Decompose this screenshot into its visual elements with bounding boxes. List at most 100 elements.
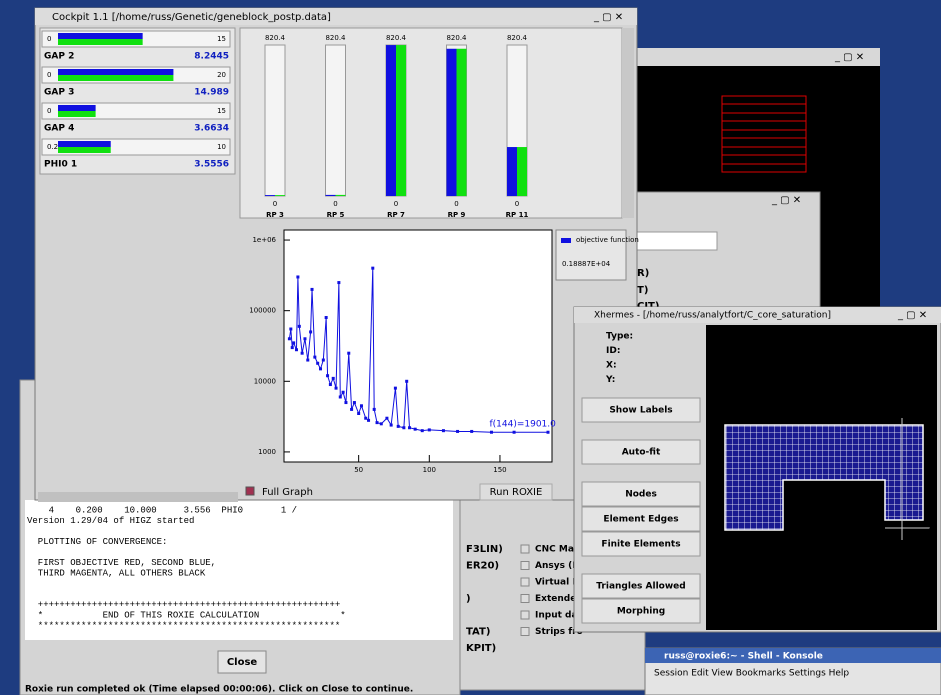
point <box>490 431 493 434</box>
bar-label: RP 7 <box>387 211 405 219</box>
button-label[interactable]: Close <box>227 657 258 668</box>
point <box>428 428 431 431</box>
bar-blue <box>326 195 336 196</box>
point <box>350 408 353 411</box>
page: {"cockpit":{"title":"Cockpit 1.1 [/home/… <box>0 0 941 695</box>
checkbox[interactable] <box>521 611 529 619</box>
log-line: PLOTTING OF CONVERGENCE: <box>27 537 167 547</box>
point <box>295 348 298 351</box>
bar-min: 0 <box>333 200 337 208</box>
point <box>329 383 332 386</box>
axis-label: X <box>928 524 933 532</box>
bar-label: RP 3 <box>266 211 284 219</box>
window-title: Cockpit 1.1 [/home/russ/Genetic/genebloc… <box>52 12 331 23</box>
point <box>342 391 345 394</box>
point <box>306 359 309 362</box>
gauge-name: PHI0 1 <box>44 160 77 170</box>
bar-min: 0 <box>515 200 519 208</box>
point <box>325 316 328 319</box>
log-line: * END OF THIS ROXIE CALCULATION * <box>27 610 346 620</box>
window-controls[interactable]: _ ▢ ✕ <box>771 195 801 206</box>
point <box>360 404 363 407</box>
point <box>298 325 301 328</box>
button-label[interactable]: Morphing <box>617 607 665 617</box>
point <box>364 417 367 420</box>
label: R) <box>637 268 649 279</box>
point <box>322 359 325 362</box>
button-label[interactable]: Run ROXIE <box>490 487 543 498</box>
button-label[interactable]: Auto-fit <box>622 448 661 458</box>
point <box>380 422 383 425</box>
bar-max: 820.4 <box>325 34 346 42</box>
point <box>367 419 370 422</box>
window-controls[interactable]: _ ▢ ✕ <box>897 310 927 321</box>
bar-label: RP 11 <box>506 211 529 219</box>
point <box>456 430 459 433</box>
checkbox[interactable] <box>521 562 529 570</box>
gauge-bar-green <box>58 111 96 117</box>
bar-max: 820.4 <box>446 34 467 42</box>
button-label[interactable]: Element Edges <box>603 515 678 525</box>
point <box>289 328 292 331</box>
scrollbar[interactable] <box>622 28 634 218</box>
button-label[interactable]: Show Labels <box>609 406 672 416</box>
bar-green <box>275 195 285 196</box>
checkbox[interactable] <box>521 578 529 586</box>
option-label[interactable]: Ansys (L <box>535 561 578 571</box>
point <box>335 387 338 390</box>
point <box>513 431 516 434</box>
point <box>347 352 350 355</box>
y-tick-label: 10000 <box>254 377 276 385</box>
checkbox[interactable] <box>521 595 529 603</box>
bar-max: 820.4 <box>386 34 407 42</box>
bar-frame <box>326 45 346 196</box>
y-tick-label: 1e+06 <box>252 236 276 244</box>
checkbox[interactable] <box>521 545 529 553</box>
option-label[interactable]: CNC Mac <box>535 545 579 555</box>
hscroll[interactable] <box>38 492 238 502</box>
bar-blue <box>386 45 396 196</box>
annotation: f(144)=1901.0 <box>489 420 556 430</box>
gauge-bar-blue <box>58 33 143 39</box>
gauge-value: 3.6634 <box>194 124 229 134</box>
bar-panel <box>240 28 622 218</box>
checkbox[interactable] <box>246 487 254 495</box>
log-line: ****************************************… <box>27 621 340 631</box>
axis-label: Y <box>897 408 903 416</box>
log-line: Version 1.29/04 of HIGZ started <box>27 516 194 526</box>
button-label[interactable]: Finite Elements <box>601 540 680 550</box>
window-controls[interactable]: _ ▢ ✕ <box>593 12 623 23</box>
window-controls[interactable]: _ ▢ ✕ <box>834 52 864 63</box>
point <box>397 425 400 428</box>
gauge-min: 0 <box>47 71 51 79</box>
point <box>394 387 397 390</box>
point <box>313 356 316 359</box>
input-box[interactable] <box>637 232 717 250</box>
point <box>353 401 356 404</box>
bar-green <box>396 45 406 196</box>
point <box>371 267 374 270</box>
checkbox-label[interactable]: Full Graph <box>262 487 313 498</box>
point <box>296 275 299 278</box>
gauge-bar-blue <box>58 105 96 111</box>
legend-name: objective function <box>576 236 639 244</box>
point <box>442 429 445 432</box>
bar-label: RP 5 <box>327 211 345 219</box>
button-label[interactable]: Triangles Allowed <box>596 582 685 592</box>
bar-green <box>457 49 467 196</box>
point <box>357 412 360 415</box>
option-label: F3LIN) <box>466 544 503 555</box>
field-label: Type: <box>606 332 633 342</box>
gauge-min: 0.2 <box>47 143 58 151</box>
window-title: russ@roxie6:~ - Shell - Konsole <box>664 652 823 662</box>
point <box>470 430 473 433</box>
point <box>408 426 411 429</box>
point <box>319 367 322 370</box>
point <box>385 417 388 420</box>
menu-bar[interactable]: Session Edit View Bookmarks Settings Hel… <box>654 669 849 679</box>
log-line: FIRST OBJECTIVE RED, SECOND BLUE, <box>27 558 216 568</box>
field-label: Y: <box>605 375 615 385</box>
checkbox[interactable] <box>521 628 529 636</box>
bar-frame <box>265 45 285 196</box>
button-label[interactable]: Nodes <box>625 490 657 500</box>
